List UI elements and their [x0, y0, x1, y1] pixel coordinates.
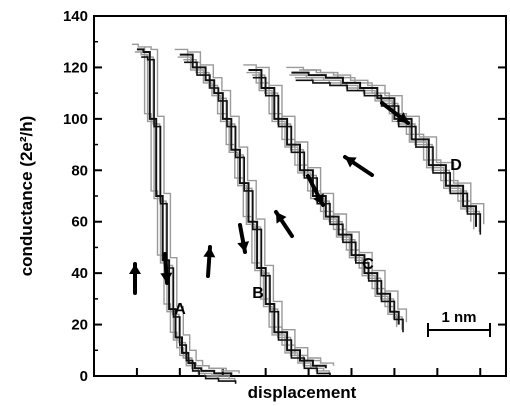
curve-label-d: D: [450, 157, 462, 174]
arrow-b-up: [203, 245, 216, 278]
trace-b: [179, 53, 327, 369]
traces: [131, 43, 485, 384]
y-tick-label: 80: [71, 162, 88, 179]
direction-arrows: [129, 101, 410, 295]
trace-a-repeat: [131, 43, 227, 371]
curve-label-b: B: [252, 285, 264, 302]
arrow-c-up: [274, 210, 294, 238]
trace-c-repeat: [243, 64, 395, 320]
arrow-a-down: [160, 252, 173, 285]
trace-d-repeat: [299, 69, 485, 225]
trace-c-b: [252, 76, 404, 333]
arrow-a-up: [129, 262, 141, 295]
trace-c-repeat: [246, 71, 398, 328]
y-tick-label: 140: [63, 8, 88, 25]
y-axis-title: conductance (2e²/h): [17, 116, 36, 277]
trace-a-repeat: [144, 46, 240, 374]
trace-d-b: [295, 79, 482, 235]
arrow-d-down: [380, 101, 410, 125]
trace-d: [291, 71, 477, 227]
arrow-d-up: [343, 155, 374, 177]
scale-bar: 1 nm: [427, 309, 491, 337]
trace-c-repeat: [256, 66, 408, 322]
y-tick-label: 40: [71, 265, 88, 282]
y-tick-label: 100: [63, 111, 88, 128]
y-tick-label: 20: [71, 317, 88, 334]
trace-b-b: [184, 61, 331, 376]
curve-label-a: A: [174, 301, 186, 318]
curve-labels: A B C D: [174, 157, 462, 318]
trace-d-repeat: [294, 77, 481, 232]
trace-a: [136, 48, 233, 376]
axes: 0 20 40 60 80 100 120 140: [63, 8, 507, 385]
arrow-c-down: [306, 174, 325, 207]
y-tick-label: 120: [63, 59, 88, 76]
scale-bar-label: 1 nm: [441, 309, 476, 326]
trace-b-repeat: [187, 51, 335, 366]
trace-c: [248, 69, 400, 325]
y-tick-label: 0: [80, 368, 88, 385]
trace-b-repeat: [177, 56, 325, 371]
x-axis-title: displacement: [248, 383, 357, 402]
arrow-b-down: [237, 223, 250, 254]
curve-label-c: C: [362, 256, 374, 273]
y-tick-label: 60: [71, 214, 88, 231]
trace-a-b: [141, 56, 237, 384]
